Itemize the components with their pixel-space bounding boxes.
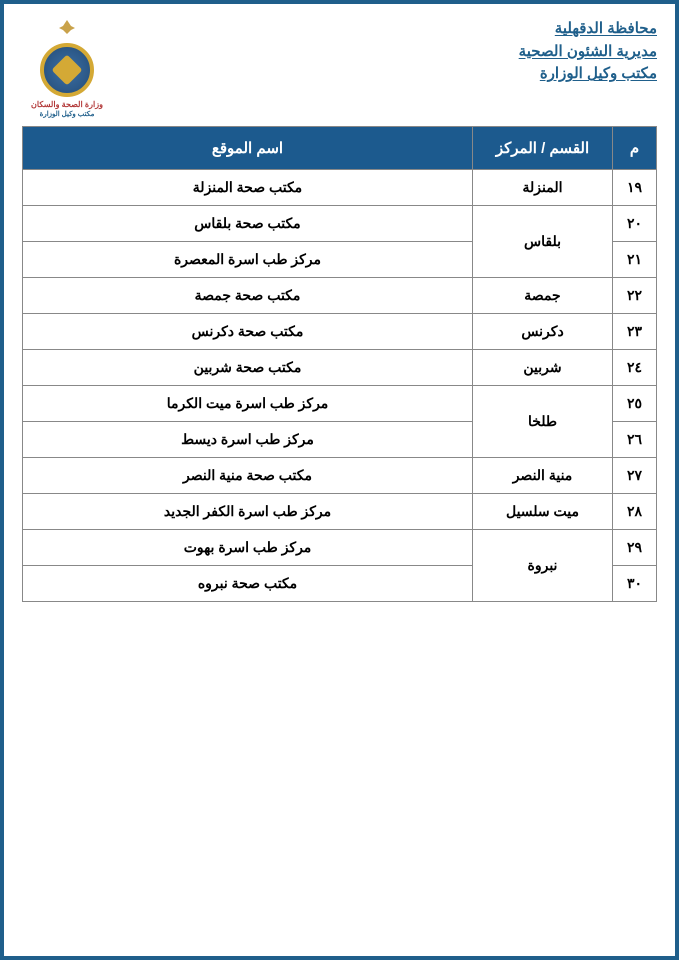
- table-row: ٢٣دكرنسمكتب صحة دكرنس: [23, 314, 657, 350]
- table-header-row: م القسم / المركز اسم الموقع: [23, 127, 657, 170]
- cell-site: مركز طب اسرة بهوت: [23, 530, 473, 566]
- seal-inner-icon: [51, 54, 82, 85]
- logo-caption-office: مكتب وكيل الوزارة: [22, 110, 112, 118]
- table-row: ٢٨ميت سلسيلمركز طب اسرة الكفر الجديد: [23, 494, 657, 530]
- document-page: محافظة الدقهلية مديرية الشئون الصحية مكت…: [0, 0, 679, 960]
- cell-number: ٣٠: [613, 566, 657, 602]
- cell-site: مركز طب اسرة ميت الكرما: [23, 386, 473, 422]
- cell-number: ٢١: [613, 242, 657, 278]
- col-header-site: اسم الموقع: [23, 127, 473, 170]
- header-line-governorate: محافظة الدقهلية: [519, 18, 657, 41]
- cell-district: شربين: [473, 350, 613, 386]
- cell-district: طلخا: [473, 386, 613, 458]
- eagle-emblem-icon: [55, 18, 79, 36]
- header-line-directorate: مديرية الشئون الصحية: [519, 41, 657, 64]
- page-header: محافظة الدقهلية مديرية الشئون الصحية مكت…: [22, 18, 657, 118]
- cell-site: مركز طب اسرة الكفر الجديد: [23, 494, 473, 530]
- cell-number: ٢٢: [613, 278, 657, 314]
- cell-district: جمصة: [473, 278, 613, 314]
- cell-number: ١٩: [613, 170, 657, 206]
- cell-number: ٢٤: [613, 350, 657, 386]
- header-org-block: محافظة الدقهلية مديرية الشئون الصحية مكت…: [519, 18, 657, 86]
- cell-site: مكتب صحة دكرنس: [23, 314, 473, 350]
- logo-block: وزارة الصحة والسكان مكتب وكيل الوزارة: [22, 18, 112, 118]
- cell-site: مكتب صحة شربين: [23, 350, 473, 386]
- cell-district: دكرنس: [473, 314, 613, 350]
- table-row: ٢٠بلقاسمكتب صحة بلقاس: [23, 206, 657, 242]
- cell-site: مركز طب اسرة المعصرة: [23, 242, 473, 278]
- cell-number: ٢٨: [613, 494, 657, 530]
- cell-district: بلقاس: [473, 206, 613, 278]
- cell-number: ٢٣: [613, 314, 657, 350]
- cell-site: مكتب صحة المنزلة: [23, 170, 473, 206]
- cell-district: منية النصر: [473, 458, 613, 494]
- cell-district: ميت سلسيل: [473, 494, 613, 530]
- table-row: ٢٤شربينمكتب صحة شربين: [23, 350, 657, 386]
- logo-caption-ministry: وزارة الصحة والسكان: [22, 100, 112, 109]
- cell-site: مكتب صحة جمصة: [23, 278, 473, 314]
- table-body: ١٩المنزلةمكتب صحة المنزلة٢٠بلقاسمكتب صحة…: [23, 170, 657, 602]
- cell-district: نبروة: [473, 530, 613, 602]
- cell-number: ٢٠: [613, 206, 657, 242]
- table-row: ٢٥طلخامركز طب اسرة ميت الكرما: [23, 386, 657, 422]
- cell-number: ٢٥: [613, 386, 657, 422]
- col-header-district: القسم / المركز: [473, 127, 613, 170]
- cell-site: مكتب صحة نبروه: [23, 566, 473, 602]
- col-header-number: م: [613, 127, 657, 170]
- cell-site: مكتب صحة بلقاس: [23, 206, 473, 242]
- cell-number: ٢٧: [613, 458, 657, 494]
- table-row: ٢٢جمصةمكتب صحة جمصة: [23, 278, 657, 314]
- cell-site: مركز طب اسرة ديسط: [23, 422, 473, 458]
- table-row: ١٩المنزلةمكتب صحة المنزلة: [23, 170, 657, 206]
- header-line-office: مكتب وكيل الوزارة: [519, 63, 657, 86]
- cell-district: المنزلة: [473, 170, 613, 206]
- table-row: ٢٧منية النصرمكتب صحة منية النصر: [23, 458, 657, 494]
- table-row: ٢٩نبروةمركز طب اسرة بهوت: [23, 530, 657, 566]
- cell-number: ٢٦: [613, 422, 657, 458]
- cell-number: ٢٩: [613, 530, 657, 566]
- cell-site: مكتب صحة منية النصر: [23, 458, 473, 494]
- ministry-seal-icon: [40, 43, 94, 97]
- locations-table: م القسم / المركز اسم الموقع ١٩المنزلةمكت…: [22, 126, 657, 602]
